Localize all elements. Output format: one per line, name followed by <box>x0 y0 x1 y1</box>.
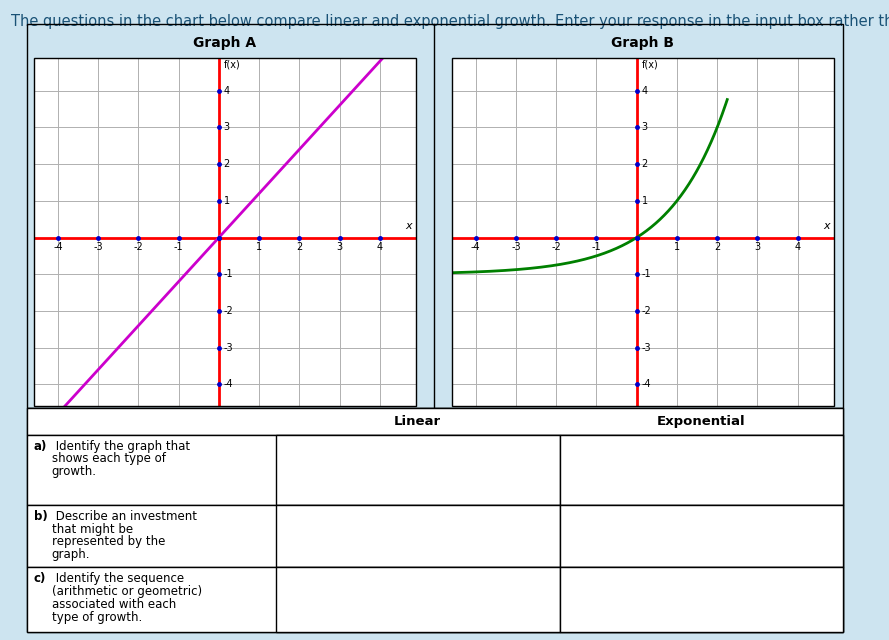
Text: that might be: that might be <box>52 523 132 536</box>
Text: -2: -2 <box>642 306 652 316</box>
Text: a): a) <box>34 440 47 452</box>
Text: -4: -4 <box>471 242 481 252</box>
Text: 2: 2 <box>296 242 302 252</box>
Text: 1: 1 <box>224 196 230 206</box>
Text: represented by the: represented by the <box>52 536 165 548</box>
Text: -1: -1 <box>592 242 601 252</box>
Text: Exponential: Exponential <box>657 415 746 428</box>
Text: 2: 2 <box>224 159 230 169</box>
Text: c): c) <box>34 572 46 585</box>
Text: -3: -3 <box>93 242 103 252</box>
Text: f(x): f(x) <box>642 60 658 69</box>
Text: shows each type of: shows each type of <box>52 452 165 465</box>
Text: The questions in the chart below compare linear and exponential growth. Enter yo: The questions in the chart below compare… <box>11 14 889 29</box>
Text: 4: 4 <box>224 86 230 95</box>
Text: 4: 4 <box>377 242 383 252</box>
Text: f(x): f(x) <box>224 60 240 69</box>
Text: Identify the graph that: Identify the graph that <box>52 440 189 452</box>
Text: Identify the sequence: Identify the sequence <box>52 572 184 585</box>
Text: Graph B: Graph B <box>612 36 674 50</box>
Text: x: x <box>405 221 412 231</box>
Text: 1: 1 <box>256 242 262 252</box>
Text: Linear: Linear <box>394 415 441 428</box>
Text: 3: 3 <box>337 242 342 252</box>
Text: -1: -1 <box>224 269 233 279</box>
Text: type of growth.: type of growth. <box>52 611 142 623</box>
Text: (arithmetic or geometric): (arithmetic or geometric) <box>52 585 202 598</box>
Text: -1: -1 <box>642 269 651 279</box>
Text: 1: 1 <box>642 196 648 206</box>
Text: b): b) <box>34 510 47 523</box>
Text: -2: -2 <box>551 242 561 252</box>
Text: 3: 3 <box>224 122 230 132</box>
Text: associated with each: associated with each <box>52 598 176 611</box>
Text: -2: -2 <box>224 306 234 316</box>
Text: 2: 2 <box>714 242 720 252</box>
Text: x: x <box>823 221 829 231</box>
Text: Describe an investment: Describe an investment <box>52 510 196 523</box>
Text: -3: -3 <box>511 242 521 252</box>
Text: growth.: growth. <box>52 465 97 478</box>
Text: -3: -3 <box>642 342 651 353</box>
Text: Graph A: Graph A <box>193 36 257 50</box>
Text: -4: -4 <box>642 380 651 389</box>
Text: 2: 2 <box>642 159 648 169</box>
Text: -2: -2 <box>133 242 143 252</box>
Text: 4: 4 <box>795 242 801 252</box>
Text: -4: -4 <box>224 380 233 389</box>
Text: 4: 4 <box>642 86 648 95</box>
Text: 3: 3 <box>642 122 648 132</box>
Text: 3: 3 <box>755 242 760 252</box>
Text: -4: -4 <box>53 242 63 252</box>
Text: 1: 1 <box>674 242 680 252</box>
Text: graph.: graph. <box>52 548 90 561</box>
Text: -3: -3 <box>224 342 233 353</box>
Text: -1: -1 <box>174 242 183 252</box>
